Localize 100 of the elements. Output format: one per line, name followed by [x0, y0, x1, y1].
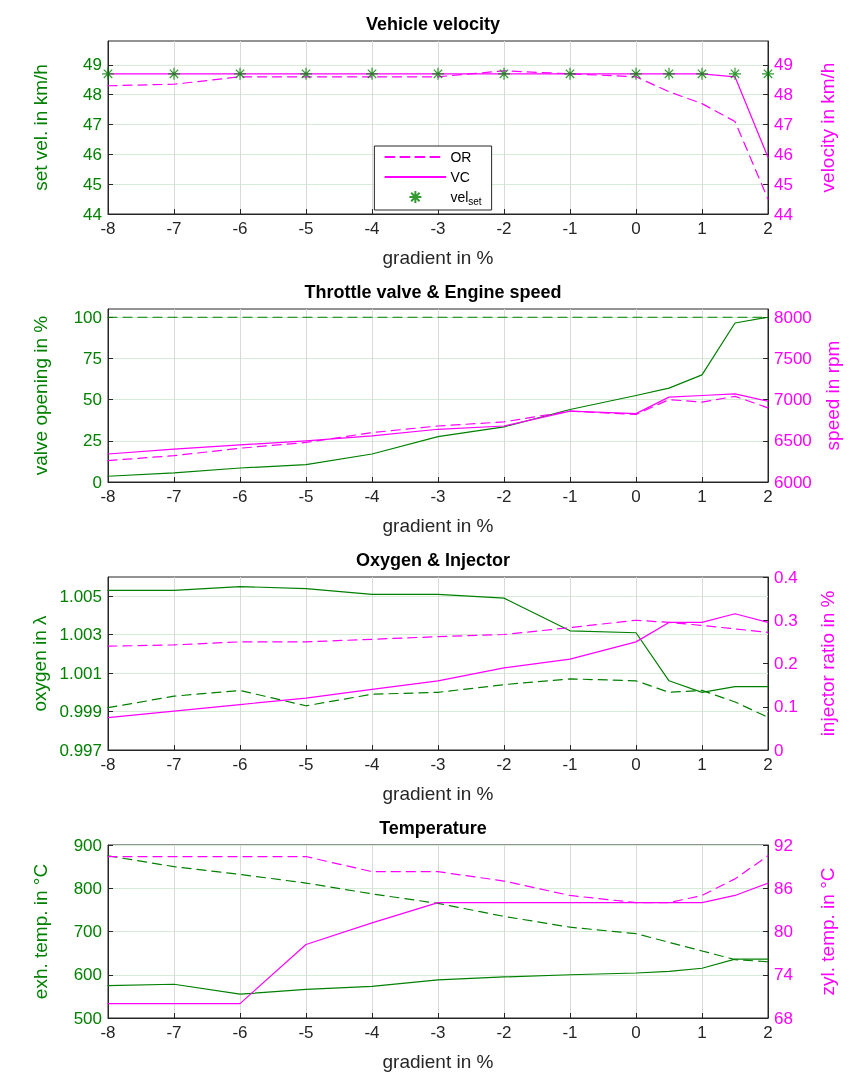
x-tick-label: -6	[232, 755, 248, 774]
x-tick-label: -3	[430, 755, 446, 774]
x-axis-title: gradient in %	[382, 783, 494, 804]
x-tick-label: -1	[562, 219, 578, 238]
y2-tick-label: 7000	[774, 390, 812, 410]
y2-tick-label: 68	[774, 1008, 793, 1028]
y2-tick-label: 0	[774, 740, 784, 760]
y2-axis-title: injector ratio in %	[817, 590, 838, 737]
x-tick-label: -6	[232, 487, 248, 506]
x-tick-label: 1	[697, 755, 707, 774]
y-tick-label: 50	[83, 390, 102, 410]
x-tick-label: 0	[631, 219, 641, 238]
y-tick-label: 46	[83, 144, 102, 164]
y-axis-title: set vel. in km/h	[30, 64, 51, 191]
x-tick-label: -5	[298, 755, 314, 774]
x-tick-label: -6	[232, 1023, 248, 1042]
y-tick-label: 25	[83, 431, 102, 451]
x-tick-label: -7	[166, 487, 182, 506]
x-tick-label: -8	[100, 1023, 116, 1042]
y2-tick-label: 86	[774, 878, 793, 898]
y-tick-label: 500	[73, 1008, 102, 1028]
y-tick-label: 47	[83, 115, 102, 135]
y-axis-title: exh. temp. in °C	[30, 863, 51, 1000]
y2-tick-label: 6500	[774, 431, 812, 451]
x-tick-label: -7	[166, 219, 182, 238]
x-tick-label: -4	[364, 1023, 380, 1042]
y-tick-label: 1.003	[59, 625, 102, 645]
x-axis-title: gradient in %	[382, 515, 494, 536]
y-tick-label: 900	[73, 835, 102, 855]
chart-title: Temperature	[379, 818, 487, 838]
x-tick-label: -4	[364, 487, 380, 506]
y2-tick-label: 0.1	[774, 697, 798, 717]
y2-tick-label: 47	[774, 115, 793, 135]
y-tick-label: 0.999	[59, 702, 102, 722]
y-tick-label: 600	[73, 965, 102, 985]
y-tick-label: 45	[83, 174, 102, 194]
chart-title: Vehicle velocity	[365, 14, 501, 34]
y2-tick-label: 8000	[774, 307, 812, 327]
x-tick-label: 1	[697, 1023, 707, 1042]
x-tick-label: -1	[562, 755, 578, 774]
x-tick-label: -2	[496, 219, 512, 238]
x-tick-label: -1	[562, 487, 578, 506]
y-axis-title: oxygen in λ	[28, 614, 50, 712]
y2-axis-title: zyl. temp. in °C	[817, 867, 838, 996]
chart-title: Oxygen & Injector	[355, 550, 511, 570]
y-tick-label: 49	[83, 55, 102, 75]
x-tick-label: -6	[232, 219, 248, 238]
y2-tick-label: 80	[774, 922, 793, 941]
x-tick-label: -8	[100, 487, 116, 506]
y2-tick-label: 44	[774, 204, 793, 224]
x-tick-label: 2	[763, 1023, 773, 1042]
y2-tick-label: 92	[774, 835, 793, 855]
y-tick-label: 0.997	[59, 740, 102, 760]
x-axis-title: gradient in %	[382, 1051, 494, 1072]
y-tick-label: 100	[73, 307, 102, 327]
y2-tick-label: 0.4	[774, 567, 798, 587]
x-axis-title: gradient in %	[382, 247, 494, 268]
y2-tick-label: 74	[774, 965, 793, 985]
x-tick-label: -3	[430, 219, 446, 238]
y-tick-label: 800	[73, 878, 102, 898]
x-tick-label: 1	[697, 219, 707, 238]
x-tick-label: -7	[166, 1023, 182, 1042]
chart-title: Throttle valve & Engine speed	[304, 282, 562, 302]
y-tick-label: 44	[83, 204, 102, 224]
y2-axis-title: speed in rpm	[821, 340, 843, 451]
x-tick-label: -8	[100, 755, 116, 774]
x-tick-label: -2	[496, 755, 512, 774]
x-tick-label: 1	[697, 487, 707, 506]
x-tick-label: -2	[496, 1023, 512, 1042]
x-tick-label: -5	[298, 487, 314, 506]
x-tick-label: -1	[562, 1023, 578, 1042]
y2-tick-label: 0.3	[774, 610, 798, 630]
x-tick-label: 0	[631, 755, 641, 774]
x-tick-label: 2	[763, 219, 773, 238]
y2-tick-label: 46	[774, 144, 793, 164]
x-tick-label: 2	[763, 755, 773, 774]
x-tick-label: -3	[430, 1023, 446, 1042]
x-tick-label: -4	[364, 755, 380, 774]
y-tick-label: 1.005	[59, 586, 102, 606]
x-tick-label: -2	[496, 487, 512, 506]
x-tick-label: -4	[364, 219, 380, 238]
y2-axis-title: velocity in km/h	[817, 62, 838, 193]
y-tick-label: 1.001	[59, 663, 102, 683]
x-tick-label: -8	[100, 219, 116, 238]
y-tick-label: 75	[83, 348, 102, 368]
y2-tick-label: 7500	[774, 348, 812, 368]
x-tick-label: -5	[298, 219, 314, 238]
y-tick-label: 700	[73, 922, 102, 941]
y2-tick-label: 49	[774, 55, 793, 75]
x-tick-label: 0	[631, 487, 641, 506]
x-tick-label: -7	[166, 755, 182, 774]
y-axis-title: valve opening in %	[30, 315, 51, 476]
y-tick-label: 48	[83, 85, 102, 105]
y2-tick-label: 48	[774, 85, 793, 105]
x-tick-label: 0	[631, 1023, 641, 1042]
x-tick-label: -3	[430, 487, 446, 506]
y2-tick-label: 0.2	[774, 654, 798, 673]
y2-tick-label: 45	[774, 174, 793, 194]
legend-label: OR	[450, 149, 472, 165]
x-tick-label: -5	[298, 1023, 314, 1042]
